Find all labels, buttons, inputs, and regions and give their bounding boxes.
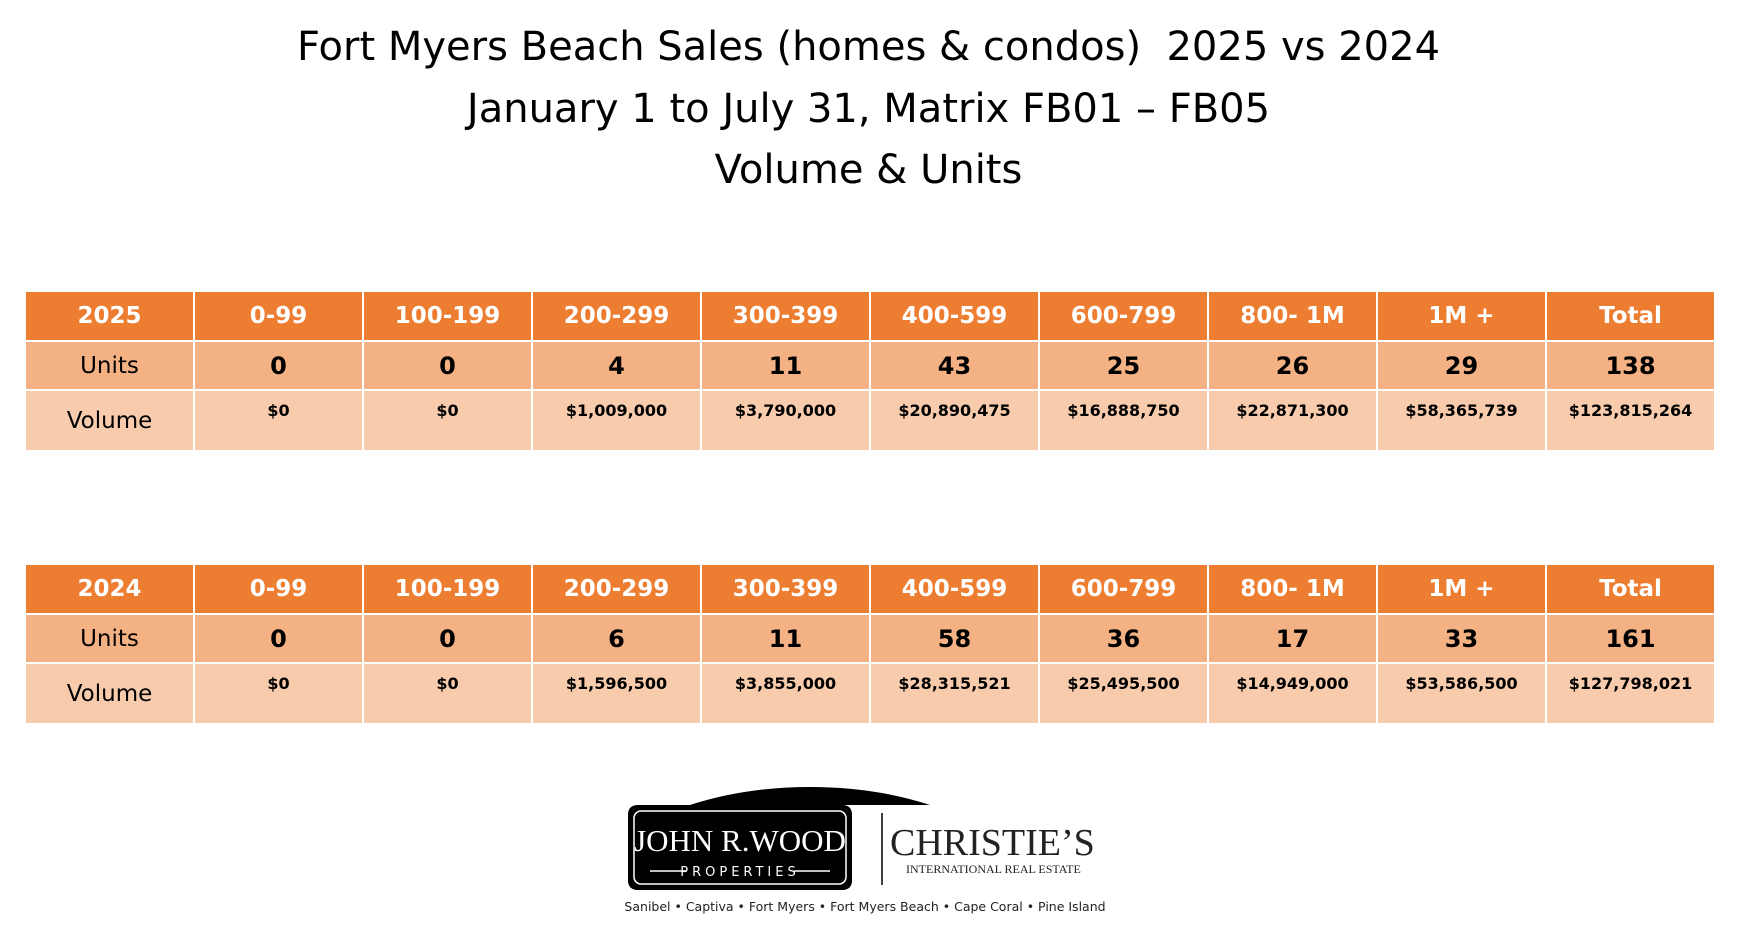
cell: 138	[1547, 342, 1714, 389]
row-label: Units	[26, 342, 193, 389]
data-table: 2025 0-99 100-199 200-299 300-399 400-599 600-…	[24, 290, 1716, 452]
logo-border	[633, 810, 847, 885]
cell: $127,798,021	[1547, 664, 1714, 723]
cell: 11	[702, 342, 869, 389]
cell: 25	[1040, 342, 1207, 389]
column-header: 300-399	[702, 565, 869, 613]
logo-partner: CHRISTIE’S	[890, 822, 1095, 864]
cell: 58	[871, 615, 1038, 662]
cell: 29	[1378, 342, 1545, 389]
data-table: 2024 0-99 100-199 200-299 300-399 400-599 600-…	[24, 563, 1716, 725]
column-header: 800- 1M	[1209, 292, 1376, 340]
cell: $0	[364, 391, 531, 450]
subtitle: January 1 to July 31, Matrix FB01 – FB05	[466, 86, 1271, 132]
cell: 0	[195, 615, 362, 662]
data-row: Volume $0 $0 $1,009,000 $3,790,000 $20,890,47…	[26, 391, 1714, 450]
title: Fort Myers Beach Sales (homes & condos) …	[296, 24, 1441, 70]
cell: 43	[871, 342, 1038, 389]
subtitle: Volume & Units	[714, 147, 1023, 193]
row-label: Volume	[26, 391, 193, 450]
cell: 11	[702, 615, 869, 662]
column-header: 100-199	[364, 292, 531, 340]
cell: $14,949,000	[1209, 664, 1376, 723]
row-label: Units	[26, 615, 193, 662]
header-row: 2024 0-99 100-199 200-299 300-399 400-599 600-…	[26, 565, 1714, 613]
cell: 36	[1040, 615, 1207, 662]
cell: $3,855,000	[702, 664, 869, 723]
column-header: 400-599	[871, 565, 1038, 613]
column-header: 400-599	[871, 292, 1038, 340]
cell: $1,596,500	[533, 664, 700, 723]
logo-tagline: Sanibel • Captiva • Fort Myers • Fort My…	[624, 899, 1105, 914]
cell: 17	[1209, 615, 1376, 662]
cell: $16,888,750	[1040, 391, 1207, 450]
column-header: 100-199	[364, 565, 531, 613]
cell: $53,586,500	[1378, 664, 1545, 723]
logo: JOHN R.WOOD PROPERTIES CHRISTIE’S INTERN…	[624, 787, 1106, 914]
logo-name: JOHN R.WOOD	[634, 823, 846, 858]
column-header: 800- 1M	[1209, 565, 1376, 613]
cell: 161	[1547, 615, 1714, 662]
cell: 6	[533, 615, 700, 662]
cell: $58,365,739	[1378, 391, 1545, 450]
column-header: 2025	[26, 292, 193, 340]
cell: $25,495,500	[1040, 664, 1207, 723]
cell: 0	[195, 342, 362, 389]
header-row: 2025 0-99 100-199 200-299 300-399 400-599 600-…	[26, 292, 1714, 340]
logo-line: PROPERTIES	[680, 865, 800, 880]
column-header: 200-299	[533, 565, 700, 613]
column-header: 300-399	[702, 292, 869, 340]
column-header: 200-299	[533, 292, 700, 340]
cell: $0	[364, 664, 531, 723]
column-header: 600-799	[1040, 292, 1207, 340]
data-row: Units 0 0 6 11 58 36 17 33 161	[26, 615, 1714, 662]
logo-badge	[628, 805, 852, 890]
column-header: 2024	[26, 565, 193, 613]
column-header: 1M +	[1378, 292, 1545, 340]
cell: 0	[364, 342, 531, 389]
cell: $3,790,000	[702, 391, 869, 450]
cell: $28,315,521	[871, 664, 1038, 723]
cell: 4	[533, 342, 700, 389]
cell: 33	[1378, 615, 1545, 662]
data-row: Volume $0 $0 $1,596,500 $3,855,000 $28,315,52…	[26, 664, 1714, 723]
cell: 26	[1209, 342, 1376, 389]
column-header: Total	[1547, 292, 1714, 340]
cell: $0	[195, 664, 362, 723]
row-label: Volume	[26, 664, 193, 723]
data-row: Units 0 0 4 11 43 25 26 29 138	[26, 342, 1714, 389]
column-header: 0-99	[195, 292, 362, 340]
cell: $20,890,475	[871, 391, 1038, 450]
cell: 0	[364, 615, 531, 662]
column-header: 1M +	[1378, 565, 1545, 613]
column-header: 600-799	[1040, 565, 1207, 613]
cell: $0	[195, 391, 362, 450]
cell: $22,871,300	[1209, 391, 1376, 450]
logo-partner-sub: INTERNATIONAL REAL ESTATE	[906, 862, 1081, 876]
cell: $123,815,264	[1547, 391, 1714, 450]
column-header: 0-99	[195, 565, 362, 613]
column-header: Total	[1547, 565, 1714, 613]
cell: $1,009,000	[533, 391, 700, 450]
